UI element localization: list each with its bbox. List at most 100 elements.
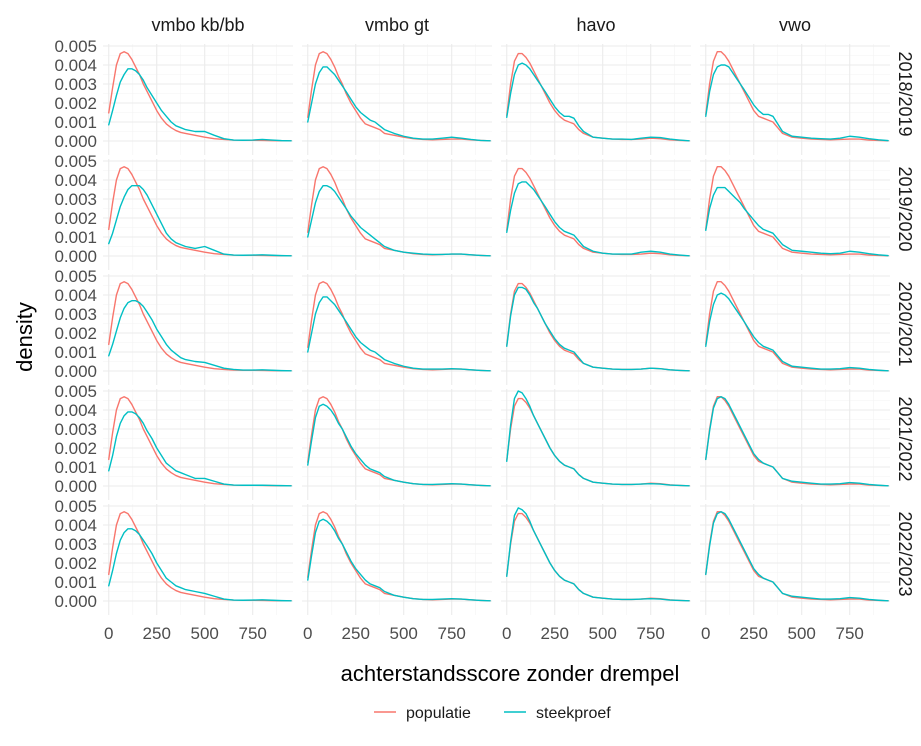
- y-tick-label: 0.004: [54, 401, 97, 420]
- y-tick-label: 0.003: [54, 75, 97, 94]
- panel-background: [103, 389, 293, 500]
- x-tick-label: 0: [502, 624, 511, 643]
- series-line-steekproef: [705, 186, 889, 257]
- y-tick-label: 0.003: [54, 190, 97, 209]
- panel-background: [501, 44, 691, 155]
- panel-background: [103, 159, 293, 270]
- y-tick-label: 0.005: [54, 267, 97, 286]
- panel: [103, 274, 293, 385]
- panel: [302, 159, 492, 270]
- series-line-steekproef: [108, 300, 292, 372]
- panel: [103, 504, 293, 615]
- panel-background: [501, 504, 691, 615]
- y-tick-label: 0.005: [54, 497, 97, 516]
- y-tick-label: 0.000: [54, 247, 97, 266]
- panel: [302, 274, 492, 385]
- x-tick-label: 500: [589, 624, 617, 643]
- column-strip-label: vwo: [779, 15, 811, 35]
- y-tick-label: 0.004: [54, 56, 97, 75]
- series-line-steekproef: [108, 185, 292, 257]
- x-tick-label: 250: [541, 624, 569, 643]
- y-axis-title: density: [12, 302, 37, 372]
- legend-label: populatie: [406, 705, 471, 722]
- panel-background: [302, 389, 492, 500]
- series-line-populatie: [307, 51, 491, 142]
- series-line-steekproef: [506, 286, 690, 372]
- series-line-populatie: [506, 52, 690, 142]
- panel: [501, 504, 691, 615]
- series-line-steekproef: [307, 185, 491, 257]
- x-axis-title: achterstandsscore zonder drempel: [341, 661, 680, 686]
- row-strips: 2018/2019 2019/2020 2020/2021 2021/2022 2022…: [895, 51, 915, 596]
- series-line-populatie: [705, 281, 889, 372]
- x-tick-label: 500: [191, 624, 219, 643]
- y-tick-label: 0.002: [54, 94, 97, 113]
- y-axis-ticks: 0.0000.0010.0020.0030.0040.0050.0000.001…: [54, 37, 97, 611]
- series-line-steekproef: [506, 62, 690, 142]
- y-tick-label: 0.004: [54, 171, 97, 190]
- panel: [501, 274, 691, 385]
- x-tick-label: 250: [143, 624, 171, 643]
- y-tick-label: 0.001: [54, 573, 97, 592]
- y-tick-label: 0.002: [54, 554, 97, 573]
- y-tick-label: 0.001: [54, 113, 97, 132]
- x-tick-label: 250: [342, 624, 370, 643]
- series-line-steekproef: [307, 66, 491, 142]
- panel: [103, 389, 293, 500]
- row-strip-label: 2021/2022: [895, 396, 915, 481]
- y-tick-label: 0.001: [54, 343, 97, 362]
- panel-background: [103, 504, 293, 615]
- series-line-steekproef: [307, 403, 491, 487]
- y-tick-label: 0.002: [54, 209, 97, 228]
- series-line-populatie: [506, 167, 690, 257]
- row-strip-label: 2020/2021: [895, 281, 915, 366]
- series-line-steekproef: [307, 518, 491, 602]
- column-strips: vmbo kb/bb vmbo gt havo vwo: [151, 15, 811, 35]
- row-strip-label: 2022/2023: [895, 511, 915, 596]
- row-strip-label: 2019/2020: [895, 166, 915, 251]
- x-tick-label: 500: [390, 624, 418, 643]
- y-tick-label: 0.003: [54, 420, 97, 439]
- series-line-populatie: [705, 166, 889, 257]
- panel: [501, 44, 691, 155]
- series-line-steekproef: [705, 292, 889, 372]
- y-tick-label: 0.000: [54, 132, 97, 151]
- series-line-steekproef: [705, 396, 889, 487]
- series-line-steekproef: [108, 68, 292, 142]
- panel: [103, 44, 293, 155]
- legend: populatie steekproef: [374, 705, 611, 722]
- series-line-steekproef: [705, 511, 889, 602]
- x-tick-label: 0: [303, 624, 312, 643]
- x-tick-label: 0: [104, 624, 113, 643]
- panel: [302, 389, 492, 500]
- y-tick-label: 0.001: [54, 228, 97, 247]
- y-tick-label: 0.004: [54, 516, 97, 535]
- series-line-steekproef: [108, 528, 292, 602]
- panel-background: [103, 274, 293, 385]
- column-strip-label: havo: [576, 15, 615, 35]
- panel-background: [103, 44, 293, 155]
- y-tick-label: 0.003: [54, 535, 97, 554]
- panel-background: [501, 274, 691, 385]
- x-tick-label: 750: [239, 624, 267, 643]
- series-line-steekproef: [506, 181, 690, 257]
- panel: [501, 389, 691, 500]
- y-tick-label: 0.000: [54, 592, 97, 611]
- y-tick-label: 0.002: [54, 324, 97, 343]
- panels-layer: [103, 44, 890, 615]
- y-tick-label: 0.003: [54, 305, 97, 324]
- x-tick-label: 750: [438, 624, 466, 643]
- y-tick-label: 0.001: [54, 458, 97, 477]
- x-tick-label: 750: [637, 624, 665, 643]
- series-line-steekproef: [705, 64, 889, 142]
- column-strip-label: vmbo gt: [365, 15, 429, 35]
- x-tick-label: 750: [836, 624, 864, 643]
- x-axis-ticks: 0 250 500 750 0 250 500 750 0 250 500 750 0 250 500 750: [104, 624, 864, 643]
- panel: [302, 504, 492, 615]
- column-strip-label: vmbo kb/bb: [151, 15, 244, 35]
- y-tick-label: 0.000: [54, 477, 97, 496]
- row-strip-label: 2018/2019: [895, 51, 915, 136]
- y-tick-label: 0.004: [54, 286, 97, 305]
- y-tick-label: 0.005: [54, 382, 97, 401]
